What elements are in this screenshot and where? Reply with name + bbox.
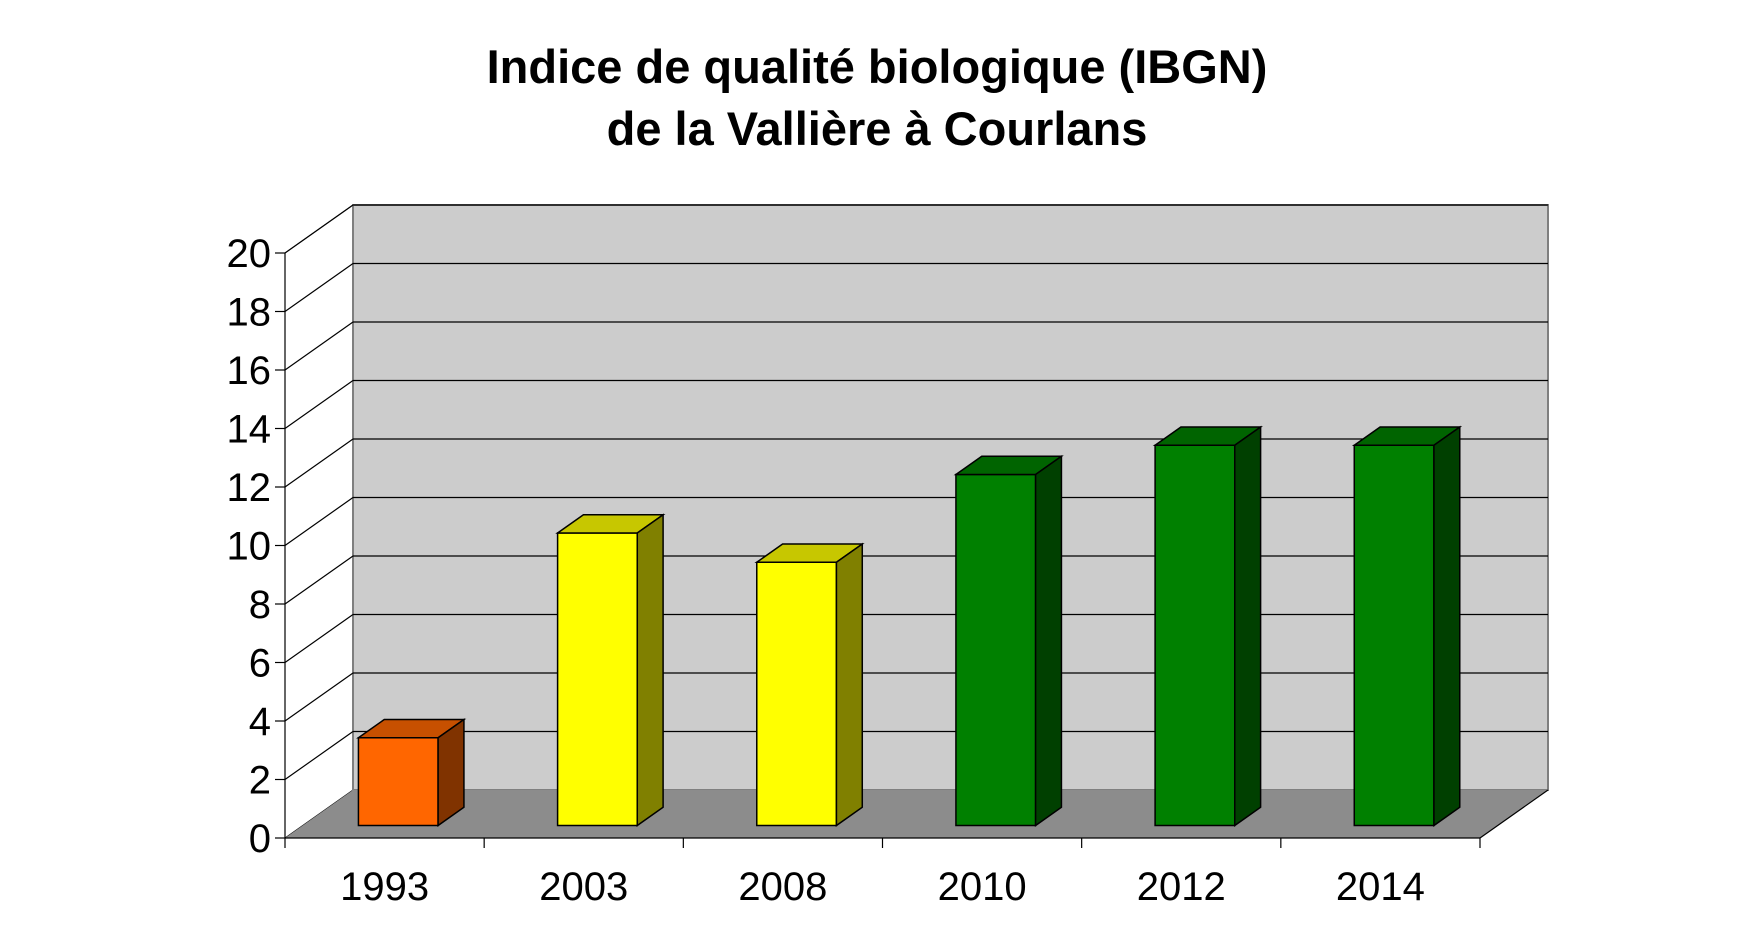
bar-front (1353, 444, 1435, 827)
gridline-side (284, 380, 354, 429)
bar-side (437, 718, 465, 827)
bar-side (835, 542, 864, 827)
chart-title-line-2: de la Vallière à Courlans (606, 102, 1148, 155)
y-tick-label: 14 (227, 408, 272, 452)
y-tick-label: 8 (249, 583, 271, 627)
bar-2010 (953, 454, 1064, 827)
bar-1993 (356, 718, 467, 827)
bar-front (357, 737, 439, 827)
gridline-side (284, 614, 354, 663)
y-tick-label: 12 (227, 466, 272, 510)
bar-2012 (1152, 425, 1263, 827)
bar-2003 (555, 513, 666, 827)
gridline-side (284, 263, 354, 312)
bar-front (556, 532, 639, 827)
x-tick-label: 2010 (938, 865, 1027, 909)
chart-title-line-1: Indice de qualité biologique (IBGN) (486, 40, 1268, 93)
axes (275, 252, 1549, 848)
x-tick-label: 2008 (738, 865, 827, 909)
gridline-side (284, 438, 354, 488)
bar-2014 (1351, 425, 1463, 827)
gridlines (284, 204, 1548, 780)
bars (356, 425, 1463, 827)
gridline-side (284, 321, 354, 371)
tick-labels: 0 2 4 6 8 10 12 14 16 18 20 1993 2003 2008 2010 2012 201… (227, 232, 1425, 909)
x-tick-label: 2014 (1336, 865, 1425, 909)
gridline-side (284, 555, 354, 605)
bar-side (1034, 454, 1063, 827)
y-tick-label: 4 (249, 700, 271, 744)
y-tick-label: 18 (227, 291, 272, 335)
x-tick-label: 2012 (1137, 865, 1226, 909)
gridline-side (284, 497, 354, 546)
gridline-side (284, 731, 354, 780)
bar-side (636, 513, 664, 827)
y-tick-label: 10 (227, 525, 272, 569)
chart-title: Indice de qualité biologique (IBGN) de l… (0, 36, 1754, 160)
y-tick-label: 16 (227, 349, 272, 393)
y-tick-label: 20 (227, 232, 272, 276)
floor-edge (1479, 789, 1549, 839)
y-tick-label: 0 (249, 817, 271, 861)
bar-side (1433, 425, 1461, 827)
y-tick-label: 2 (249, 759, 271, 803)
bar-side (1234, 425, 1262, 827)
bar-front (955, 473, 1037, 827)
bar-front (756, 561, 838, 827)
x-tick-label: 1993 (340, 865, 429, 909)
gridline-side (284, 672, 354, 722)
x-tick-label: 2003 (539, 865, 628, 909)
bar-2008 (754, 542, 865, 827)
bar-front (1154, 444, 1236, 827)
gridline-side (284, 204, 354, 254)
y-tick-label: 6 (249, 642, 271, 686)
